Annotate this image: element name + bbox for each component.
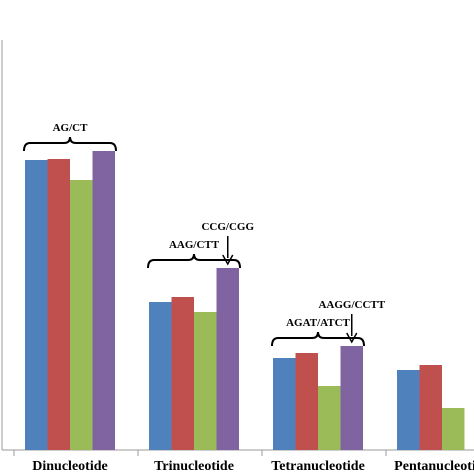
- category-label: Trinucleotide: [154, 459, 234, 474]
- bar: [340, 346, 363, 450]
- chart-bars: [25, 151, 465, 450]
- bar: [318, 386, 341, 450]
- bar: [70, 180, 93, 450]
- bar: [47, 159, 70, 450]
- bar: [419, 365, 442, 450]
- bar: [216, 268, 239, 450]
- bar: [273, 358, 296, 450]
- bar: [25, 160, 48, 450]
- bar: [442, 408, 465, 450]
- bar: [397, 370, 420, 450]
- bracket: [23, 136, 117, 152]
- arrow-head: [346, 332, 358, 344]
- arrow-head: [222, 254, 234, 266]
- bar: [295, 353, 318, 450]
- bar: [149, 302, 172, 450]
- category-label: Pentanucleotide: [394, 459, 474, 474]
- annotation-label: AG/CT: [53, 122, 89, 134]
- annotation-label: AAGG/CCTT: [318, 299, 385, 311]
- bar: [171, 297, 194, 450]
- bar: [92, 151, 115, 450]
- category-label: Tetranucleotide: [271, 459, 365, 474]
- annotation-label: AAG/CTT: [169, 239, 220, 251]
- chart-annotations: AG/CT AAG/CTT CCG/CGG AGAT/ATCT AAGG/CCTT: [23, 122, 386, 347]
- annotation-label: CCG/CGG: [201, 221, 254, 233]
- bracket: [147, 253, 241, 269]
- bracket: [271, 331, 365, 347]
- category-label: Dinucleotide: [32, 459, 107, 474]
- annotation-label: AGAT/ATCT: [286, 317, 350, 329]
- bar: [194, 312, 217, 450]
- category-labels: Dinucleotide Trinucleotide Tetranucleotide…: [32, 459, 474, 474]
